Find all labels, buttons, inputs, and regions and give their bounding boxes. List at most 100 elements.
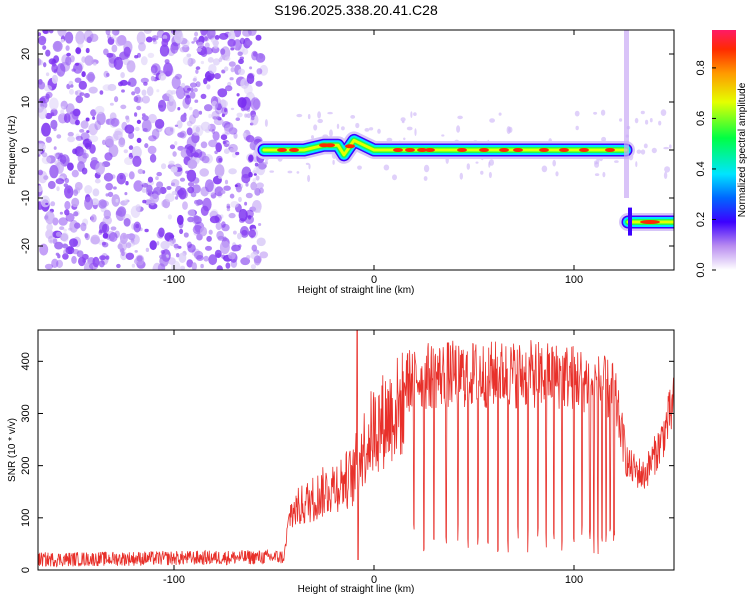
noise-blob <box>574 110 580 117</box>
noise-blob <box>56 259 63 268</box>
noise-blob <box>241 173 251 184</box>
noise-blob <box>175 85 186 100</box>
ridge-peak <box>425 148 435 152</box>
noise-blob <box>102 84 112 91</box>
noise-blob <box>189 91 196 99</box>
noise-blob <box>166 89 174 97</box>
noise-blob <box>121 250 125 257</box>
signal-ridge <box>255 131 635 164</box>
noise-blob <box>164 232 175 242</box>
noise-blob <box>459 172 463 180</box>
y-tick-label: 0 <box>20 147 32 153</box>
noise-blob <box>212 131 220 141</box>
noise-blob <box>246 40 253 46</box>
x-tick-label: 100 <box>565 574 583 586</box>
noise-blob <box>80 222 87 232</box>
noise-blob <box>52 40 63 52</box>
noise-blob <box>242 132 247 137</box>
noise-blob <box>187 244 196 253</box>
noise-blob <box>60 109 65 115</box>
noise-blob <box>200 93 207 99</box>
noise-blob <box>51 258 59 268</box>
noise-blob <box>308 163 311 170</box>
noise-blob <box>252 170 258 174</box>
y-tick-label: 200 <box>20 456 32 474</box>
noise-blob <box>237 232 242 240</box>
noise-blob <box>204 42 210 49</box>
noise-blob <box>230 201 239 208</box>
noise-blob <box>208 229 213 235</box>
noise-blob <box>94 178 101 184</box>
noise-layer <box>38 30 672 270</box>
noise-blob <box>45 72 50 77</box>
y-tick-label: -20 <box>20 238 32 254</box>
noise-blob <box>552 159 556 167</box>
noise-blob <box>74 77 82 83</box>
noise-blob <box>170 42 179 54</box>
noise-blob <box>186 187 192 193</box>
noise-blob <box>67 131 74 137</box>
noise-blob <box>159 44 170 57</box>
noise-blob <box>246 113 251 119</box>
noise-blob <box>317 111 321 119</box>
noise-blob <box>215 142 222 153</box>
noise-blob <box>40 195 51 208</box>
noise-blob <box>90 234 100 245</box>
noise-blob <box>203 255 209 262</box>
noise-blob <box>73 211 79 217</box>
noise-blob <box>67 162 74 171</box>
noise-blob <box>137 168 144 175</box>
noise-blob <box>103 70 109 78</box>
noise-blob <box>216 253 222 258</box>
noise-blob <box>55 152 62 159</box>
noise-blob <box>85 47 90 54</box>
noise-blob <box>245 135 255 143</box>
noise-blob <box>85 117 90 122</box>
noise-blob <box>313 124 318 131</box>
noise-blob <box>42 45 47 50</box>
noise-blob <box>45 49 51 57</box>
noise-blob <box>80 120 89 129</box>
noise-blob <box>147 176 154 183</box>
noise-blob <box>213 73 221 80</box>
noise-blob <box>249 122 254 126</box>
noise-blob <box>168 160 175 166</box>
noise-blob <box>65 56 72 66</box>
noise-blob <box>43 175 49 181</box>
noise-blob <box>193 215 200 221</box>
noise-blob <box>307 114 311 120</box>
noise-blob <box>63 113 71 124</box>
colorbar-tick-label: 0.6 <box>695 111 707 126</box>
noise-blob <box>105 182 114 191</box>
noise-blob <box>635 161 638 168</box>
noise-blob <box>141 89 147 96</box>
noise-blob <box>134 86 141 94</box>
noise-blob <box>498 112 502 116</box>
noise-blob <box>73 189 79 197</box>
noise-blob <box>156 171 162 177</box>
noise-blob <box>200 48 208 58</box>
noise-blob <box>244 201 248 206</box>
noise-blob <box>136 31 146 45</box>
noise-blob <box>84 232 89 239</box>
noise-blob <box>125 115 130 120</box>
noise-blob <box>54 241 64 250</box>
snr-y-ticks: 0 100 200 300 400 <box>20 352 674 573</box>
noise-blob <box>410 111 413 118</box>
noise-blob <box>103 48 109 56</box>
noise-blob <box>177 107 181 111</box>
noise-blob <box>53 146 57 150</box>
noise-blob <box>614 160 619 163</box>
noise-blob <box>115 198 119 203</box>
colorbar-tick-label: 0.8 <box>695 60 707 75</box>
noise-blob <box>255 34 262 41</box>
noise-blob <box>124 192 128 196</box>
noise-blob <box>224 179 229 185</box>
noise-blob <box>336 123 340 129</box>
noise-blob <box>219 240 230 255</box>
noise-blob <box>197 41 204 49</box>
noise-blob <box>216 265 223 270</box>
noise-blob <box>413 112 417 116</box>
noise-blob <box>71 109 80 120</box>
noise-blob <box>41 122 51 137</box>
